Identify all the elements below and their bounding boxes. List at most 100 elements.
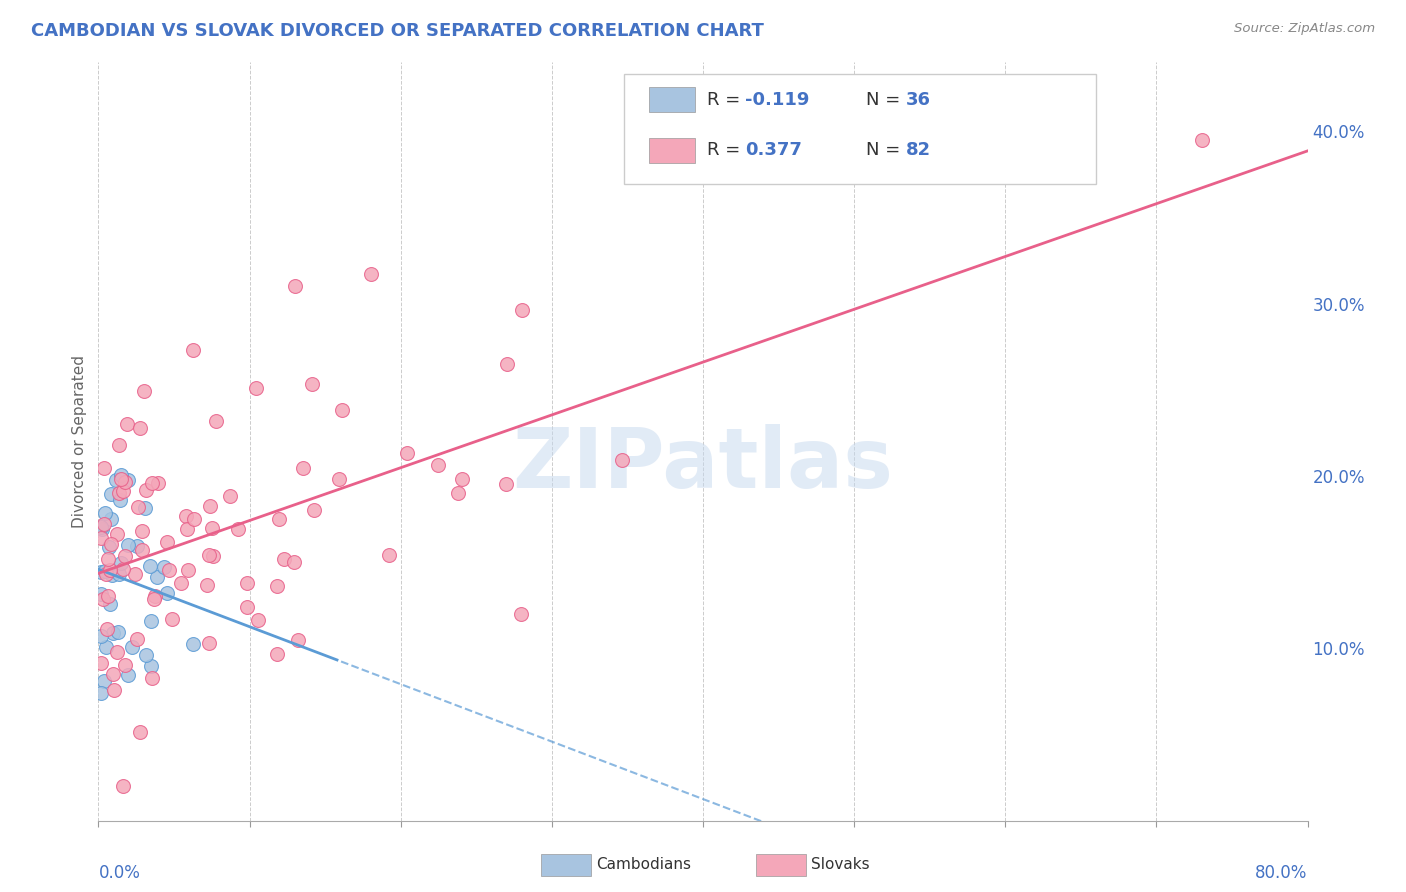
Point	[121, 640, 143, 654]
Point	[117, 473, 139, 487]
Point	[117, 538, 139, 552]
Point	[287, 632, 309, 647]
Point	[97, 589, 120, 603]
Text: 0.377: 0.377	[745, 142, 803, 160]
Point	[146, 476, 169, 491]
Point	[495, 477, 517, 491]
Point	[114, 549, 136, 564]
Point	[117, 668, 139, 682]
Point	[93, 564, 115, 578]
Point	[103, 666, 125, 681]
Point	[131, 542, 153, 557]
Point	[426, 458, 449, 472]
Point	[100, 536, 122, 550]
Point	[98, 563, 121, 577]
Point	[117, 417, 139, 432]
Y-axis label: Divorced or Separated: Divorced or Separated	[72, 355, 87, 528]
Point	[91, 592, 114, 607]
Point	[129, 421, 152, 435]
Point	[146, 570, 169, 584]
Point	[90, 565, 112, 579]
Point	[218, 489, 240, 503]
Point	[170, 575, 193, 590]
Point	[156, 585, 179, 599]
Point	[94, 506, 117, 520]
Point	[195, 577, 218, 591]
Point	[177, 563, 200, 577]
Point	[245, 380, 267, 394]
Point	[304, 502, 326, 516]
Point	[103, 682, 125, 697]
Point	[125, 632, 148, 646]
FancyBboxPatch shape	[648, 138, 695, 162]
Point	[198, 635, 221, 649]
Point	[93, 461, 115, 475]
Point	[94, 567, 117, 582]
Text: N =: N =	[866, 142, 907, 160]
Text: 82: 82	[905, 142, 931, 160]
Point	[266, 647, 288, 661]
Point	[174, 508, 197, 523]
Point	[205, 414, 228, 428]
Point	[447, 485, 470, 500]
Point	[197, 548, 219, 562]
Point	[90, 520, 112, 534]
Point	[160, 612, 183, 626]
Point	[141, 671, 163, 685]
Point	[266, 579, 288, 593]
Text: CAMBODIAN VS SLOVAK DIVORCED OR SEPARATED CORRELATION CHART: CAMBODIAN VS SLOVAK DIVORCED OR SEPARATE…	[31, 22, 763, 40]
Point	[139, 615, 162, 629]
Point	[108, 486, 131, 500]
Point	[142, 592, 165, 607]
Point	[360, 267, 382, 281]
Text: 0.0%: 0.0%	[98, 863, 141, 881]
Point	[105, 645, 128, 659]
Point	[132, 384, 155, 399]
Point	[176, 522, 198, 536]
Point	[127, 539, 149, 553]
Point	[201, 549, 224, 563]
Point	[183, 636, 205, 650]
Point	[153, 560, 176, 574]
Point	[110, 556, 132, 570]
Point	[200, 521, 222, 535]
Point	[105, 526, 128, 541]
Point	[108, 567, 131, 582]
Point	[100, 487, 122, 501]
Point	[114, 475, 136, 489]
Point	[141, 659, 163, 673]
Point	[127, 500, 149, 514]
Point	[273, 552, 295, 566]
Point	[135, 483, 157, 498]
Point	[111, 483, 134, 498]
Point	[100, 512, 122, 526]
Point	[96, 623, 118, 637]
Text: Cambodians: Cambodians	[596, 857, 692, 871]
Point	[236, 575, 259, 590]
Point	[267, 512, 290, 526]
FancyBboxPatch shape	[648, 87, 695, 112]
Text: 36: 36	[905, 91, 931, 109]
Point	[156, 535, 179, 549]
Point	[129, 725, 152, 739]
Point	[236, 600, 259, 615]
Point	[283, 555, 305, 569]
Point	[114, 658, 136, 673]
Point	[110, 468, 132, 483]
Text: R =: R =	[707, 142, 745, 160]
Point	[90, 656, 112, 670]
Text: N =: N =	[866, 91, 907, 109]
Point	[93, 674, 115, 689]
Point	[100, 568, 122, 582]
Point	[135, 648, 157, 663]
Point	[1191, 133, 1213, 147]
Point	[97, 551, 120, 566]
Point	[90, 629, 112, 643]
Point	[328, 472, 350, 486]
Point	[104, 473, 127, 487]
Text: Slovaks: Slovaks	[811, 857, 870, 871]
Point	[395, 446, 418, 460]
Point	[509, 607, 531, 621]
Point	[90, 522, 112, 536]
Point	[143, 589, 166, 603]
